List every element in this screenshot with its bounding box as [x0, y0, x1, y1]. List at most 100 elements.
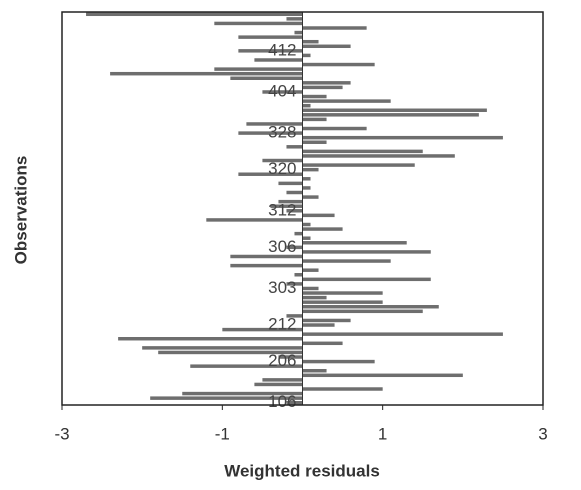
bar [214, 67, 303, 71]
bar [302, 250, 431, 254]
bar [278, 199, 303, 204]
bar [294, 30, 303, 35]
bar [86, 12, 303, 17]
bar [286, 314, 303, 318]
bar [302, 332, 503, 336]
bar [302, 81, 351, 85]
bar [302, 373, 463, 378]
x-axis-label: Weighted residuals [224, 461, 380, 480]
x-tick-label: -1 [215, 424, 230, 443]
bar [254, 382, 303, 387]
x-tick-label: 3 [538, 424, 547, 443]
bar [302, 108, 487, 112]
bar [110, 71, 303, 76]
y-tick-label: 320 [268, 159, 296, 178]
bar [302, 154, 455, 158]
bar [302, 295, 327, 300]
bar [278, 181, 303, 186]
bar [286, 17, 303, 21]
bar [302, 186, 311, 190]
bar [262, 378, 303, 382]
bar [302, 323, 335, 327]
bar [302, 44, 351, 49]
bar [270, 204, 303, 208]
bar [302, 167, 319, 172]
y-tick-label: 306 [268, 237, 296, 256]
bar [302, 259, 391, 263]
bar [230, 76, 303, 80]
bar [302, 268, 319, 272]
bar [302, 113, 479, 117]
y-tick-label: 206 [268, 351, 296, 370]
y-tick-label: 303 [268, 278, 296, 297]
bar [302, 62, 375, 67]
bar [302, 341, 343, 346]
bar [302, 291, 383, 295]
bar [278, 355, 303, 359]
bar [302, 53, 311, 58]
bar [302, 177, 311, 181]
bar [302, 99, 391, 103]
bar [182, 391, 303, 396]
bar [302, 163, 415, 167]
bar [262, 90, 303, 94]
x-tick-label: -3 [54, 424, 69, 443]
y-tick-label: 404 [268, 81, 296, 100]
bar [302, 126, 367, 131]
bar [302, 318, 351, 323]
bar [302, 94, 327, 99]
bar [302, 241, 407, 245]
bar [230, 263, 303, 268]
bar [294, 231, 303, 236]
y-tick-label: 312 [268, 200, 296, 219]
bar [230, 254, 303, 259]
bar [238, 49, 303, 53]
bar [238, 172, 303, 176]
bar [302, 359, 375, 364]
y-tick-label: 212 [268, 315, 296, 334]
bar [286, 400, 303, 405]
bar [302, 222, 311, 227]
bar [302, 236, 311, 240]
bar [302, 309, 423, 314]
y-tick-label: 328 [268, 123, 296, 142]
bar [302, 140, 327, 144]
bar [302, 305, 439, 309]
bar [302, 195, 319, 199]
bar [302, 213, 335, 218]
bar [246, 122, 303, 126]
bar [302, 85, 343, 90]
bar [302, 103, 311, 108]
bar [302, 277, 431, 282]
bar [302, 300, 383, 304]
bar [286, 190, 303, 195]
bar [254, 58, 303, 62]
bar [222, 327, 303, 332]
x-tick-label: 1 [378, 424, 387, 443]
bar [214, 21, 303, 26]
bar [150, 396, 303, 400]
y-axis-label: Observations [11, 156, 30, 265]
bar [142, 346, 303, 350]
bar [286, 209, 303, 213]
bar [286, 245, 303, 250]
bar [302, 368, 327, 373]
bar [302, 149, 423, 154]
plot-frame [61, 11, 544, 406]
bar [286, 282, 303, 286]
bar [302, 39, 319, 44]
bar [302, 117, 327, 122]
bar [238, 131, 303, 135]
bar [262, 158, 303, 163]
bar [302, 227, 343, 231]
y-tick-label: 412 [268, 40, 296, 59]
bar [238, 35, 303, 39]
bar [206, 218, 303, 222]
bar [190, 364, 303, 368]
bar [302, 286, 319, 291]
y-tick-label: 106 [268, 392, 296, 411]
bar [294, 273, 303, 277]
bar [302, 387, 383, 391]
bar [286, 145, 303, 149]
